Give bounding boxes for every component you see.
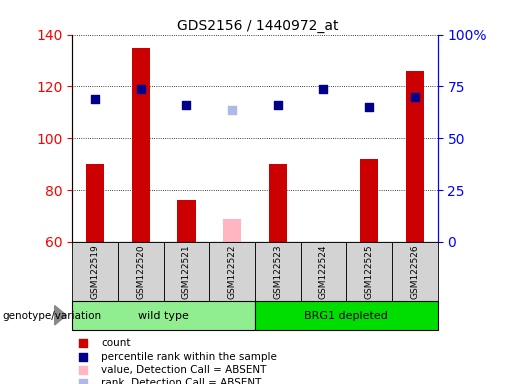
Text: genotype/variation: genotype/variation [3, 311, 101, 321]
FancyBboxPatch shape [163, 242, 209, 301]
Bar [406, 71, 424, 242]
Point [411, 94, 419, 100]
Text: GSM122521: GSM122521 [182, 244, 191, 299]
Point [365, 104, 373, 110]
FancyBboxPatch shape [72, 301, 255, 330]
FancyBboxPatch shape [255, 301, 438, 330]
Text: percentile rank within the sample: percentile rank within the sample [101, 351, 277, 362]
FancyBboxPatch shape [301, 242, 346, 301]
Text: GSM122524: GSM122524 [319, 245, 328, 299]
Point [79, 367, 88, 373]
Text: GSM122520: GSM122520 [136, 244, 145, 299]
Point [91, 96, 99, 103]
Bar [131, 48, 150, 242]
Bar [360, 159, 379, 242]
FancyBboxPatch shape [392, 242, 438, 301]
Text: rank, Detection Call = ABSENT: rank, Detection Call = ABSENT [101, 378, 261, 384]
FancyBboxPatch shape [209, 242, 255, 301]
Bar [223, 218, 241, 242]
Text: BRG1 depleted: BRG1 depleted [304, 311, 388, 321]
Point [136, 86, 145, 92]
FancyBboxPatch shape [255, 242, 301, 301]
Text: GSM122523: GSM122523 [273, 244, 282, 299]
Bar [86, 164, 104, 242]
Text: count: count [101, 338, 130, 348]
FancyBboxPatch shape [118, 242, 163, 301]
Polygon shape [55, 306, 66, 325]
Bar [269, 164, 287, 242]
Text: GSM122525: GSM122525 [365, 244, 374, 299]
Text: wild type: wild type [138, 311, 189, 321]
Point [79, 380, 88, 384]
FancyBboxPatch shape [346, 242, 392, 301]
Point [319, 86, 328, 92]
Text: GSM122526: GSM122526 [410, 244, 419, 299]
FancyBboxPatch shape [72, 242, 118, 301]
Text: GSM122519: GSM122519 [91, 244, 99, 299]
Text: value, Detection Call = ABSENT: value, Detection Call = ABSENT [101, 365, 266, 375]
Point [79, 353, 88, 359]
Point [273, 101, 282, 108]
Text: GDS2156 / 1440972_at: GDS2156 / 1440972_at [177, 19, 338, 33]
Text: GSM122522: GSM122522 [228, 245, 236, 299]
Point [228, 107, 236, 113]
Point [79, 340, 88, 346]
Point [182, 101, 191, 108]
Bar [177, 200, 196, 242]
